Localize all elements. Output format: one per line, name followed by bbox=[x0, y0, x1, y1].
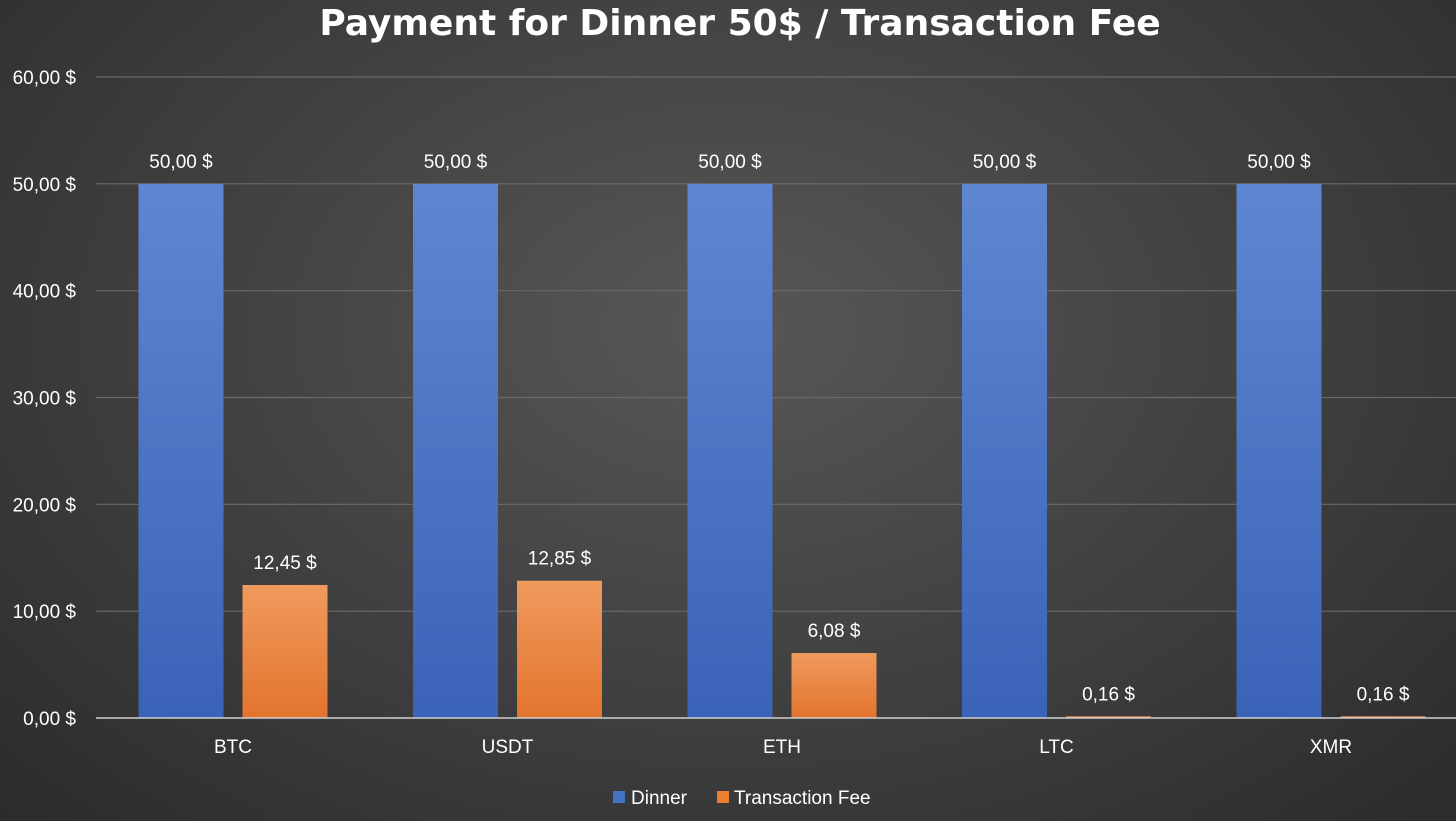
bar-transaction-fee-usdt bbox=[517, 580, 602, 718]
data-label: 12,85 $ bbox=[528, 549, 592, 570]
y-tick-label: 10,00 $ bbox=[13, 602, 77, 623]
data-label: 0,16 $ bbox=[1357, 684, 1410, 705]
x-tick-label: BTC bbox=[214, 737, 252, 758]
bar-transaction-fee-eth bbox=[791, 653, 877, 718]
bar-dinner-usdt bbox=[413, 183, 498, 719]
bar-dinner-btc bbox=[138, 183, 224, 719]
data-label: 50,00 $ bbox=[973, 152, 1037, 173]
bar-transaction-fee-ltc bbox=[1066, 716, 1151, 718]
data-label: 6,08 $ bbox=[808, 621, 861, 642]
bar-dinner-ltc bbox=[962, 183, 1047, 719]
bars bbox=[138, 183, 1426, 719]
y-tick-label: 0,00 $ bbox=[23, 709, 76, 730]
x-tick-label: LTC bbox=[1039, 737, 1073, 758]
y-tick-label: 30,00 $ bbox=[13, 389, 77, 410]
y-tick-label: 50,00 $ bbox=[13, 175, 77, 196]
gridlines bbox=[96, 76, 1456, 612]
legend-swatch-dinner bbox=[613, 791, 625, 803]
data-label: 50,00 $ bbox=[1247, 152, 1311, 173]
legend-label: Dinner bbox=[631, 788, 688, 809]
y-tick-label: 40,00 $ bbox=[13, 282, 77, 303]
bar-transaction-fee-btc bbox=[242, 584, 328, 718]
data-label: 50,00 $ bbox=[149, 152, 213, 173]
data-labels: 50,00 $ 12,45 $ 50,00 $ 12,85 $ 50,00 $ 6,08 … bbox=[149, 152, 1410, 705]
data-label: 12,45 $ bbox=[253, 553, 317, 574]
legend-swatch-transaction-fee bbox=[717, 791, 729, 803]
data-label: 0,16 $ bbox=[1082, 684, 1135, 705]
bar-transaction-fee-xmr bbox=[1340, 716, 1426, 718]
data-label: 50,00 $ bbox=[698, 152, 762, 173]
data-label: 50,00 $ bbox=[424, 152, 488, 173]
legend-label: Transaction Fee bbox=[734, 788, 871, 809]
x-tick-label: USDT bbox=[482, 737, 534, 758]
legend: Dinner Transaction Fee bbox=[613, 788, 871, 809]
y-axis-ticks: 0,00 $ 10,00 $ 20,00 $ 30,00 $ 40,00 $ 50,00 … bbox=[13, 68, 77, 730]
bar-dinner-eth bbox=[687, 183, 773, 719]
y-tick-label: 20,00 $ bbox=[13, 495, 77, 516]
chart-title: Payment for Dinner 50$ / Transaction Fee bbox=[319, 3, 1160, 44]
x-tick-label: ETH bbox=[763, 737, 801, 758]
bar-dinner-xmr bbox=[1236, 183, 1322, 719]
y-tick-label: 60,00 $ bbox=[13, 68, 77, 89]
x-tick-label: XMR bbox=[1310, 737, 1352, 758]
x-axis-ticks: BTC USDT ETH LTC XMR bbox=[214, 737, 1352, 758]
